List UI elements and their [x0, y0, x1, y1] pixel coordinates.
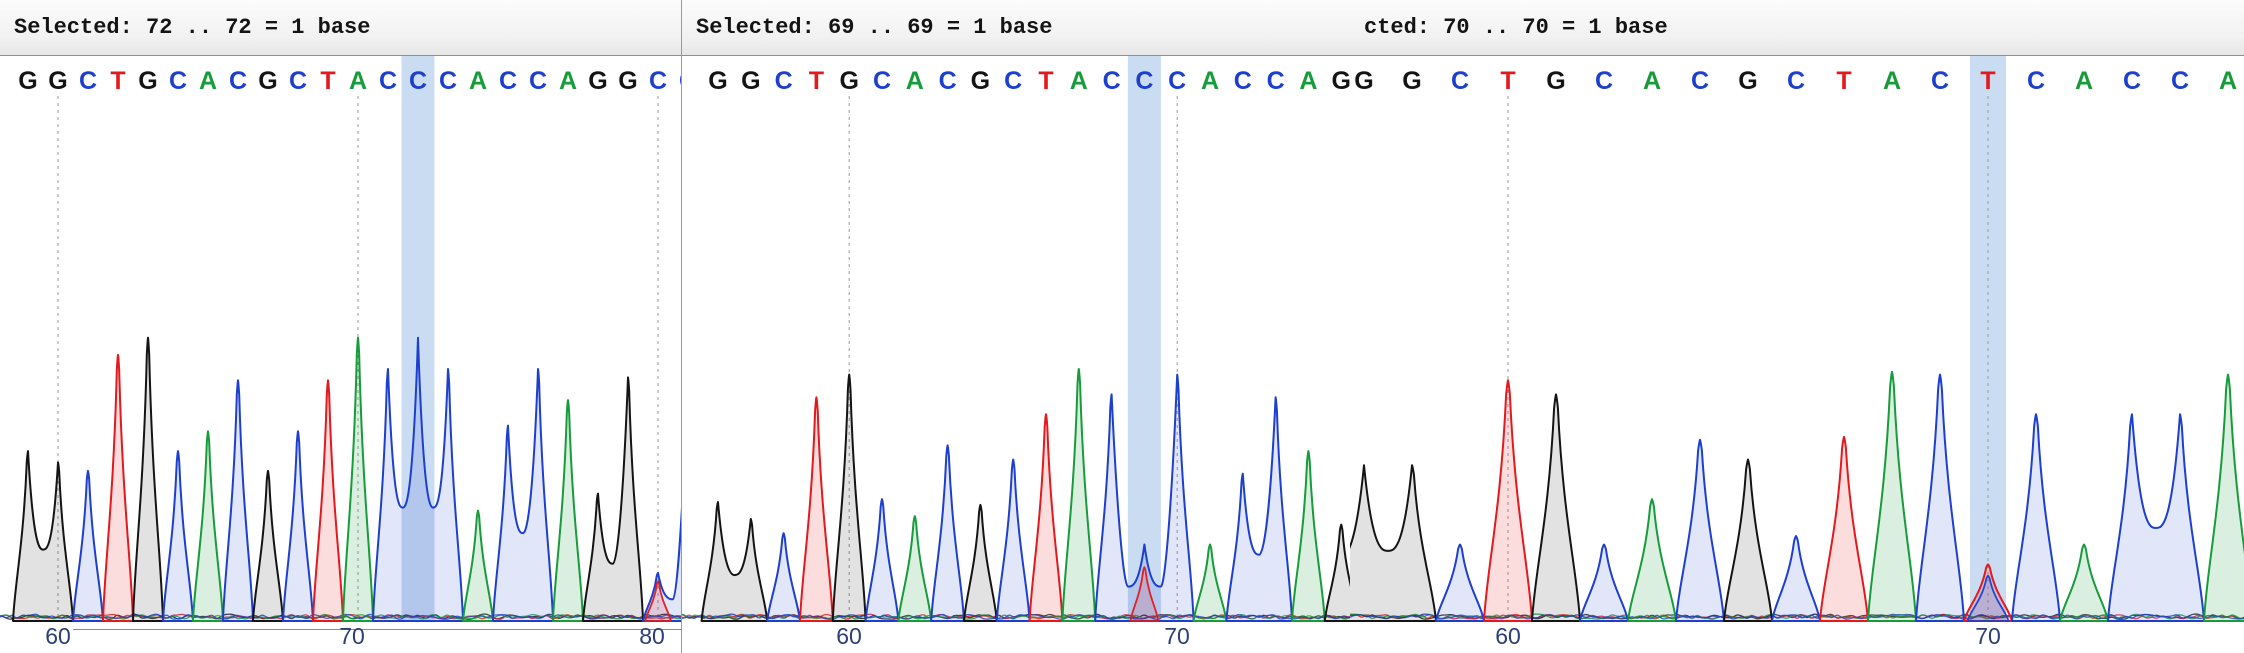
svg-text:70: 70 [339, 623, 365, 649]
svg-text:G: G [138, 67, 157, 95]
svg-text:70: 70 [1975, 623, 2001, 649]
svg-text:C: C [1931, 67, 1949, 95]
svg-text:G: G [1738, 67, 1757, 95]
svg-text:G: G [258, 67, 277, 95]
svg-text:T: T [1500, 67, 1515, 95]
svg-text:C: C [79, 67, 97, 95]
svg-text:A: A [1070, 67, 1088, 95]
svg-text:C: C [873, 67, 891, 95]
svg-text:C: C [2027, 67, 2045, 95]
svg-text:G: G [839, 67, 858, 95]
svg-text:C: C [1103, 67, 1121, 95]
svg-text:C: C [649, 67, 667, 95]
svg-text:C: C [169, 67, 187, 95]
svg-text:C: C [1267, 67, 1285, 95]
svg-text:G: G [588, 67, 607, 95]
svg-text:C: C [499, 67, 517, 95]
svg-text:C: C [409, 67, 427, 95]
svg-text:G: G [1546, 67, 1565, 95]
svg-text:C: C [1451, 67, 1469, 95]
svg-text:C: C [1691, 67, 1709, 95]
svg-text:G: G [18, 67, 37, 95]
svg-text:C: C [529, 67, 547, 95]
svg-text:A: A [469, 67, 487, 95]
svg-text:G: G [1331, 67, 1350, 95]
svg-text:G: G [48, 67, 67, 95]
svg-text:C: C [1135, 67, 1153, 95]
svg-text:A: A [1201, 67, 1219, 95]
svg-text:60: 60 [1495, 623, 1521, 649]
svg-text:C: C [775, 67, 793, 95]
svg-text:C: C [939, 67, 957, 95]
svg-text:60: 60 [45, 623, 71, 649]
svg-text:A: A [1883, 67, 1901, 95]
svg-text:T: T [809, 67, 824, 95]
svg-text:C: C [439, 67, 457, 95]
svg-text:C: C [1004, 67, 1022, 95]
svg-text:C: C [379, 67, 397, 95]
svg-text:A: A [1299, 67, 1317, 95]
svg-text:A: A [2219, 67, 2237, 95]
svg-text:G: G [741, 67, 760, 95]
svg-text:C: C [229, 67, 247, 95]
svg-text:C: C [2171, 67, 2189, 95]
svg-text:T: T [1980, 67, 1995, 95]
svg-text:G: G [1402, 67, 1421, 95]
svg-text:A: A [199, 67, 217, 95]
svg-text:60: 60 [836, 623, 862, 649]
svg-text:80: 80 [639, 623, 665, 649]
svg-text:G: G [708, 67, 727, 95]
svg-text:G: G [1354, 67, 1373, 95]
svg-text:70: 70 [1164, 623, 1190, 649]
svg-text:A: A [906, 67, 924, 95]
svg-text:T: T [320, 67, 335, 95]
svg-text:C: C [289, 67, 307, 95]
svg-text:C: C [1787, 67, 1805, 95]
svg-text:T: T [1836, 67, 1851, 95]
svg-text:C: C [1234, 67, 1252, 95]
svg-text:C: C [1595, 67, 1613, 95]
svg-text:A: A [1643, 67, 1661, 95]
svg-text:T: T [110, 67, 125, 95]
svg-text:G: G [971, 67, 990, 95]
svg-text:C: C [2123, 67, 2141, 95]
svg-text:G: G [618, 67, 637, 95]
svg-text:A: A [2075, 67, 2093, 95]
svg-text:A: A [349, 67, 367, 95]
svg-text:C: C [1168, 67, 1186, 95]
svg-text:T: T [1038, 67, 1053, 95]
svg-text:A: A [559, 67, 577, 95]
